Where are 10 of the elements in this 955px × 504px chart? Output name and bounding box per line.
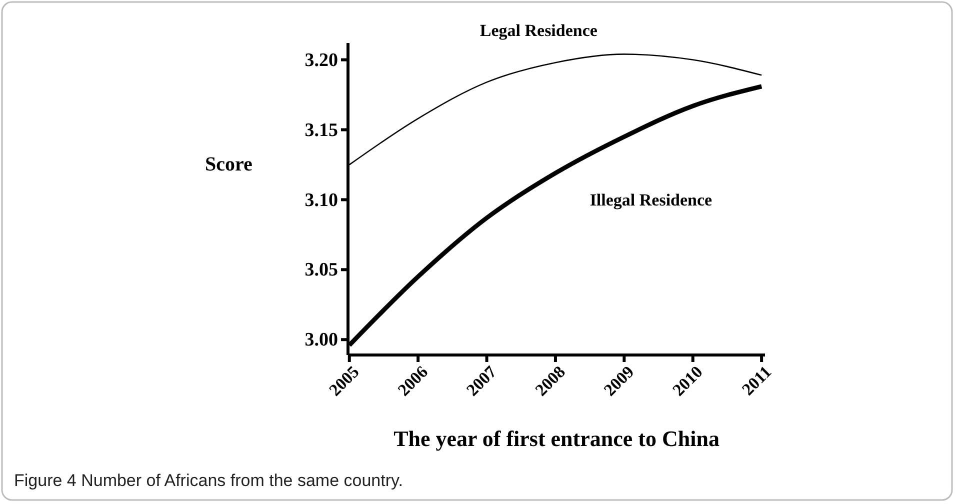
- series-label: Illegal Residence: [590, 190, 713, 210]
- y-tick-label: 3.10: [304, 190, 338, 211]
- caption: Figure 4 Number of Africans from the same country.: [14, 471, 403, 490]
- y-tick-label: 3.15: [304, 120, 338, 141]
- y-tick-label: 3.05: [304, 260, 338, 281]
- series-label: Legal Residence: [480, 21, 598, 40]
- y-tick-label: 3.00: [304, 330, 338, 351]
- y-axis-title: Score: [205, 154, 253, 176]
- x-axis-title: The year of first entrance to China: [394, 426, 720, 451]
- y-tick-label: 3.20: [304, 50, 338, 71]
